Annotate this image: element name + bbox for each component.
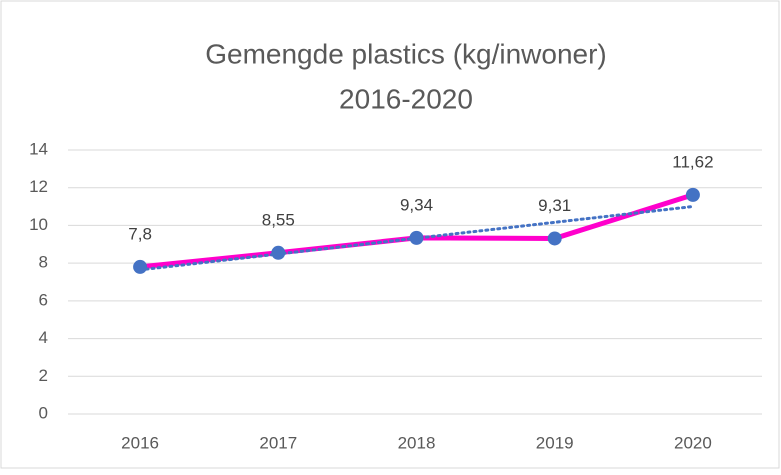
- data-label: 7,8: [128, 224, 152, 243]
- x-tick-label: 2018: [398, 433, 436, 452]
- plot: [133, 187, 700, 274]
- x-tick-label: 2019: [536, 433, 574, 452]
- y-tick-label: 14: [29, 139, 48, 158]
- y-tick-label: 12: [29, 177, 48, 196]
- chart-title: 2016-2020: [339, 83, 473, 114]
- marker: [547, 231, 562, 246]
- y-tick-label: 2: [39, 366, 48, 385]
- marker: [133, 259, 148, 274]
- marker: [409, 230, 424, 245]
- data-label: 9,31: [538, 196, 571, 215]
- data-label: 8,55: [262, 210, 295, 229]
- data-label: 11,62: [672, 152, 713, 171]
- y-tick-label: 4: [39, 328, 48, 347]
- y-tick-label: 6: [39, 290, 48, 309]
- marker: [685, 187, 700, 202]
- x-tick-label: 2016: [121, 433, 159, 452]
- chart-title: Gemengde plastics (kg/inwoner): [205, 38, 607, 69]
- marker: [271, 245, 286, 260]
- y-tick-label: 10: [29, 215, 48, 234]
- x-tick-label: 2017: [259, 433, 297, 452]
- y-tick-label: 8: [39, 253, 48, 272]
- data-label: 9,34: [400, 195, 433, 214]
- y-tick-label: 0: [39, 403, 48, 422]
- x-tick-label: 2020: [674, 433, 712, 452]
